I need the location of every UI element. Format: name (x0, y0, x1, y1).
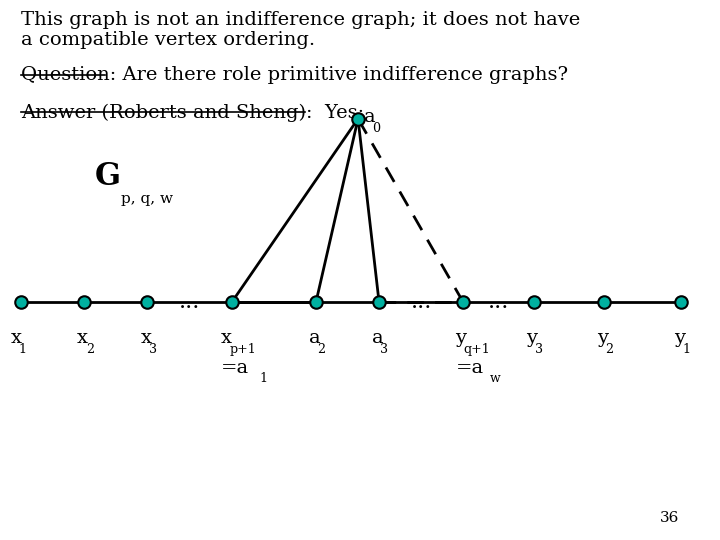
Text: q+1: q+1 (464, 343, 490, 356)
Text: Answer (Roberts and Sheng):  Yes:: Answer (Roberts and Sheng): Yes: (21, 104, 364, 122)
Text: 3: 3 (380, 343, 389, 356)
Text: 2: 2 (605, 343, 613, 356)
Text: y: y (455, 329, 466, 347)
Text: p+1: p+1 (230, 343, 256, 356)
Text: p, q, w: p, q, w (121, 192, 173, 206)
Text: w: w (490, 372, 500, 384)
Text: a: a (364, 108, 375, 126)
Text: 1: 1 (19, 343, 27, 356)
Text: y: y (597, 329, 608, 347)
Text: 2: 2 (318, 343, 325, 356)
Text: 3: 3 (535, 343, 543, 356)
Text: 1: 1 (260, 372, 268, 384)
Text: ...: ... (179, 292, 200, 313)
Text: x: x (11, 329, 22, 347)
Text: =a: =a (221, 359, 249, 377)
Text: a: a (372, 329, 384, 347)
Text: a: a (309, 329, 320, 347)
Text: 36: 36 (660, 511, 680, 525)
Text: x: x (221, 329, 232, 347)
Text: 0: 0 (372, 122, 380, 135)
Text: x: x (140, 329, 151, 347)
Text: Question: Are there role primitive indifference graphs?: Question: Are there role primitive indif… (21, 66, 568, 84)
Text: x: x (77, 329, 89, 347)
Text: 3: 3 (149, 343, 157, 356)
Text: ...: ... (410, 292, 432, 313)
Text: ...: ... (487, 292, 509, 313)
Text: 1: 1 (683, 343, 690, 356)
Text: y: y (526, 329, 538, 347)
Text: G: G (95, 161, 121, 192)
Text: =a: =a (456, 359, 485, 377)
Text: y: y (674, 329, 685, 347)
Text: This graph is not an indifference graph; it does not have: This graph is not an indifference graph;… (21, 11, 580, 29)
Text: a compatible vertex ordering.: a compatible vertex ordering. (21, 31, 315, 49)
Text: 2: 2 (86, 343, 94, 356)
